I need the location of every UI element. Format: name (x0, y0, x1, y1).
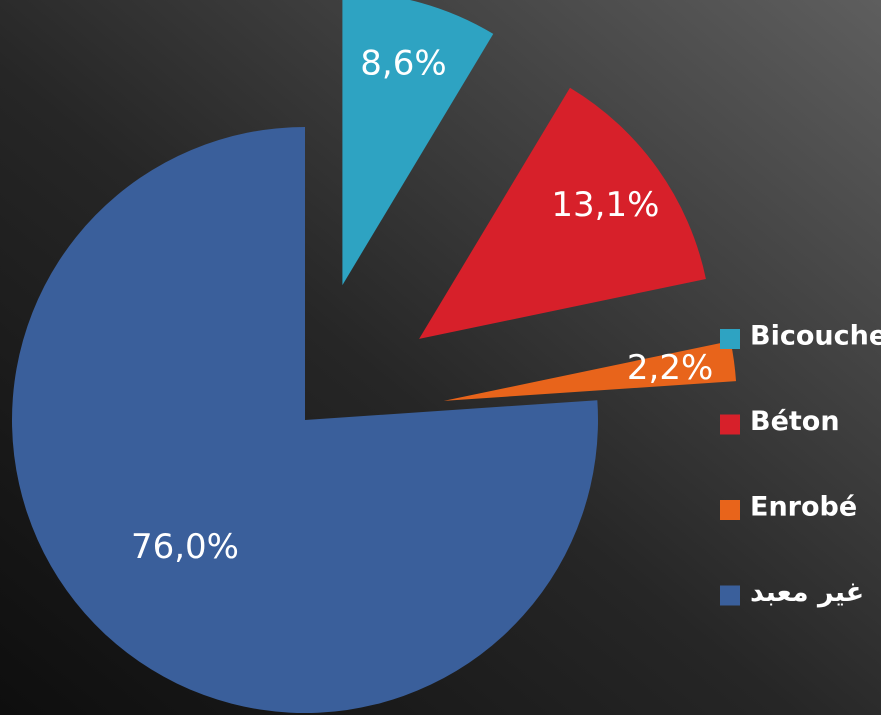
value-label: 8,6% (360, 43, 446, 83)
value-label: 76,0% (131, 527, 239, 567)
legend-label: Bicouche (750, 321, 881, 352)
pie-slice (443, 340, 737, 401)
legend-swatch (720, 414, 740, 435)
legend-swatch (720, 500, 740, 520)
pie-slice (11, 127, 598, 713)
legend-swatch (720, 585, 740, 606)
legend-label: غير معبد (750, 577, 864, 608)
value-label: 13,1% (551, 185, 659, 225)
legend-label: Enrobé (750, 492, 857, 523)
pie-slice (419, 87, 706, 339)
pie-slice (342, 0, 494, 286)
legend-label: Béton (750, 406, 840, 437)
value-label: 2,2% (627, 348, 713, 388)
legend-swatch (720, 329, 740, 349)
